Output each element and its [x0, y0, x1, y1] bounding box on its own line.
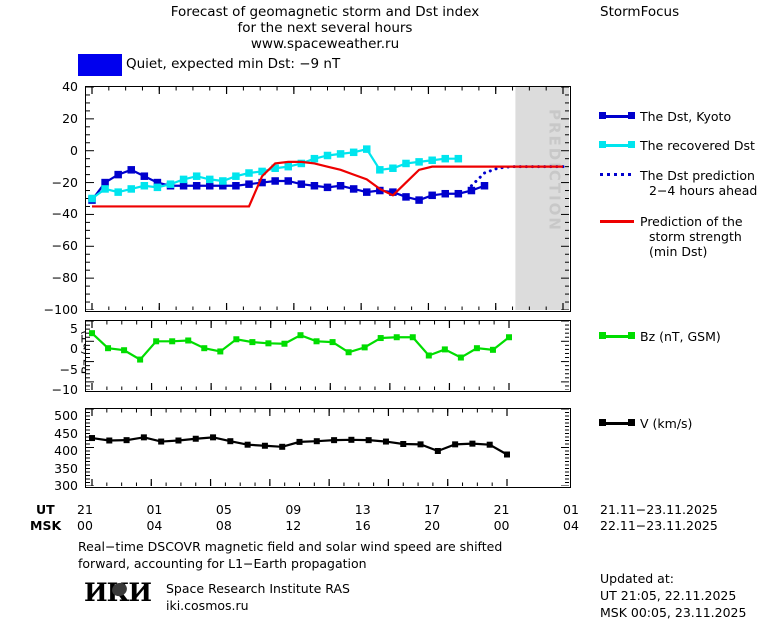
msk-tick-label: 16	[354, 518, 371, 533]
y-tick-label: 0	[70, 341, 78, 357]
footer-note-line-1: Real−time DSCOVR magnetic field and sola…	[78, 539, 503, 554]
legend-dot-4	[621, 173, 625, 177]
legend-marker-v-left	[599, 419, 606, 426]
v-plot	[86, 409, 569, 486]
y-tick-label: 450	[54, 425, 78, 441]
time-axis-ut-key: UT	[36, 502, 55, 517]
dst-plot: PREDICTION	[86, 87, 569, 310]
legend-label-storm-strength-l1: Prediction of the	[640, 214, 743, 229]
footer-note-line-2: forward, accounting for L1−Earth propaga…	[78, 556, 367, 571]
msk-date-range: 22.11−23.11.2025	[600, 518, 718, 533]
updated-label: Updated at:	[600, 571, 674, 586]
msk-tick-label: 00	[493, 518, 510, 533]
y-tick-label: 500	[54, 408, 78, 423]
legend-label-dst-prediction-l1: The Dst prediction	[640, 168, 755, 183]
status-text: Quiet, expected min Dst: −9 nT	[126, 56, 341, 72]
dst-chart-panel: PREDICTION	[85, 86, 571, 312]
legend-line-recovered-dst	[600, 144, 634, 147]
legend-line-bz	[600, 335, 634, 338]
y-tick-label: 0	[70, 142, 78, 158]
y-tick-label: 20	[62, 110, 78, 126]
ut-tick-label: 01	[146, 502, 163, 517]
msk-tick-label: 20	[424, 518, 441, 533]
ut-tick-label: 01	[563, 502, 579, 517]
legend-marker-recovered-dst-right	[628, 141, 635, 148]
ut-tick-label: 05	[215, 502, 232, 517]
legend-label-v: V (km/s)	[640, 416, 693, 431]
legend-marker-bz-left	[599, 332, 606, 339]
brand-stormfocus: StormFocus	[600, 4, 680, 20]
y-tick-label: −10	[51, 382, 78, 397]
y-tick-label: −5	[59, 361, 78, 377]
y-tick-label: −100	[43, 302, 78, 317]
legend-label-storm-strength: Prediction of the storm strength (min Ds…	[640, 214, 743, 259]
legend-line-storm-strength	[600, 220, 634, 223]
y-tick-label: 300	[54, 478, 78, 493]
legend-dot-2	[607, 173, 611, 177]
ut-tick-label: 21	[77, 502, 93, 517]
legend-line-v	[600, 422, 634, 425]
msk-tick-label: 04	[146, 518, 163, 533]
v-chart-panel	[85, 408, 571, 488]
y-tick-label: −40	[51, 206, 78, 222]
legend-label-dst-kyoto: The Dst, Kyoto	[640, 109, 732, 124]
legend-label-storm-strength-l2: storm strength	[649, 229, 742, 244]
legend-marker-dst-kyoto-left	[599, 112, 606, 119]
legend-label-dst-prediction-l2: 2−4 hours ahead	[649, 183, 758, 198]
ut-tick-label: 13	[354, 502, 371, 517]
msk-tick-label: 08	[215, 518, 232, 533]
y-tick-label: −60	[51, 238, 78, 254]
y-tick-label: −80	[51, 270, 78, 286]
svg-text:PREDICTION: PREDICTION	[545, 109, 563, 232]
legend-dot-1	[600, 173, 604, 177]
y-tick-label: 40	[62, 79, 78, 94]
title-line-1: Forecast of geomagnetic storm and Dst in…	[170, 4, 480, 20]
ut-tick-label: 21	[493, 502, 510, 517]
legend-dot-3	[614, 173, 618, 177]
footer-note: Real−time DSCOVR magnetic field and sola…	[78, 538, 618, 572]
status-color-swatch	[78, 54, 122, 76]
y-tick-label: 350	[54, 460, 78, 476]
updated-info: Updated at: UT 21:05, 22.11.2025 MSK 00:…	[600, 570, 746, 621]
msk-tick-label: 12	[285, 518, 302, 533]
ut-tick-label: 17	[424, 502, 441, 517]
iki-logo: ИКИ	[84, 578, 152, 607]
updated-msk: MSK 00:05, 23.11.2025	[600, 605, 747, 620]
msk-tick-label: 04	[563, 518, 579, 533]
page-title: Forecast of geomagnetic storm and Dst in…	[90, 4, 560, 52]
legend-label-storm-strength-l3: (min Dst)	[649, 244, 708, 259]
ut-date-range: 21.11−23.11.2025	[600, 502, 718, 517]
bz-chart-panel	[85, 320, 571, 392]
y-tick-label: 400	[54, 443, 78, 458]
legend-marker-dst-kyoto-right	[628, 112, 635, 119]
ut-tick-label: 09	[285, 502, 302, 517]
y-tick-label: −20	[51, 174, 78, 190]
updated-ut: UT 21:05, 22.11.2025	[600, 588, 737, 603]
legend-marker-recovered-dst-left	[599, 141, 606, 148]
legend-dot-5	[628, 173, 632, 177]
time-axis-msk-key: MSK	[30, 518, 62, 533]
title-line-3: www.spaceweather.ru	[250, 36, 400, 52]
org-site[interactable]: iki.cosmos.ru	[166, 598, 249, 613]
legend-line-dst-kyoto	[600, 115, 634, 118]
org-info: Space Research Institute RAS iki.cosmos.…	[166, 580, 350, 614]
title-line-2: for the next several hours	[237, 20, 413, 36]
msk-tick-label: 00	[77, 518, 93, 533]
legend-marker-v-right	[628, 419, 635, 426]
legend-label-dst-prediction: The Dst prediction 2−4 hours ahead	[640, 168, 757, 198]
org-name: Space Research Institute RAS	[166, 581, 350, 596]
y-tick-label: 5	[70, 321, 78, 337]
bz-plot	[86, 321, 569, 390]
legend-label-recovered-dst: The recovered Dst	[640, 138, 755, 153]
legend-marker-bz-right	[628, 332, 635, 339]
legend-label-bz: Bz (nT, GSM)	[640, 329, 721, 344]
